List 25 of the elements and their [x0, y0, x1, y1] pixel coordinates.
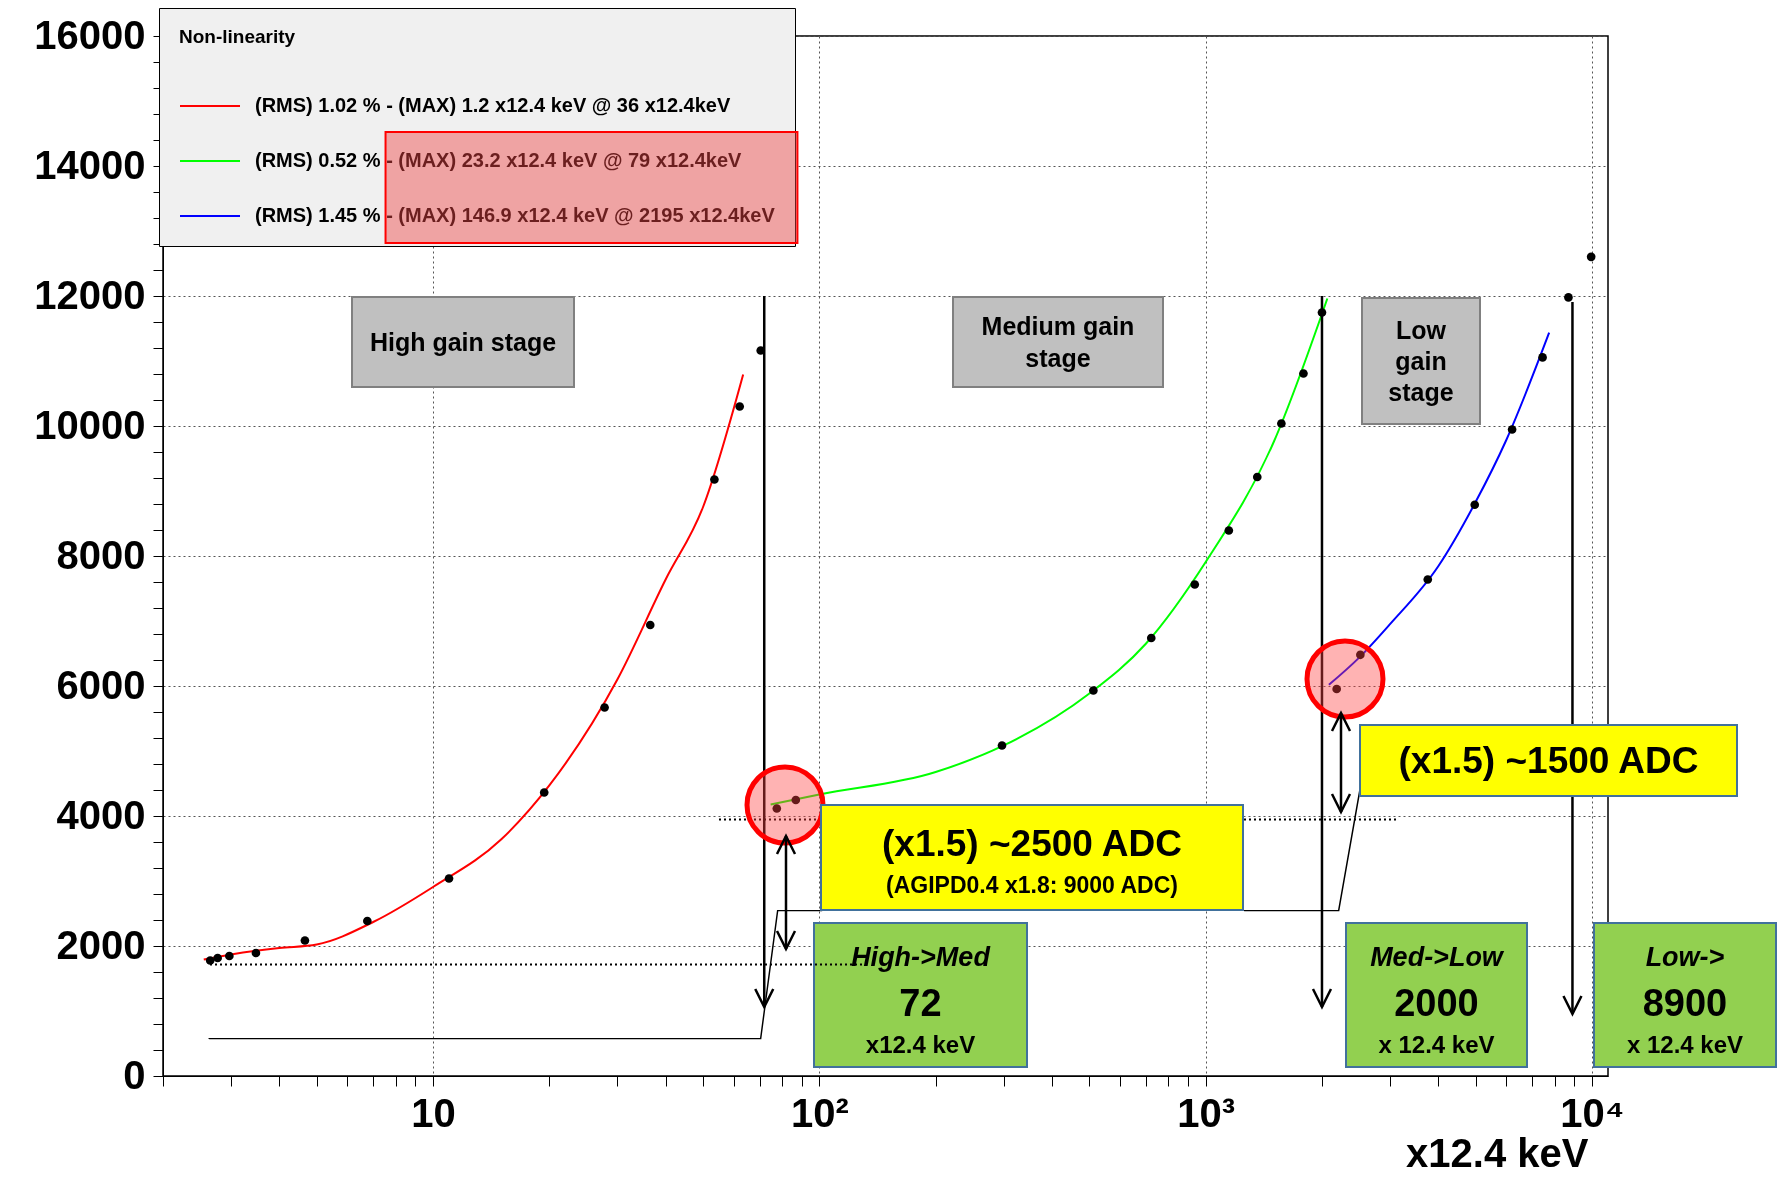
annotation: (AGIPD0.4 x1.8: 9000 ADC) — [886, 872, 1178, 898]
annotation: (x1.5) ~2500 ADC — [882, 822, 1182, 864]
annotation: (x1.5) ~1500 ADC — [1398, 740, 1699, 781]
ref-line-label: Med->Low 2000 x 12.4 keV — [1370, 942, 1505, 1058]
y-tick-label: 16000 — [34, 12, 146, 57]
y-tick-label: 12000 — [34, 272, 146, 317]
x-tick-label: 10 — [411, 1090, 456, 1135]
y-tick-label: 6000 — [56, 662, 146, 707]
y-tick-label: 4000 — [56, 792, 146, 837]
y-tick-label: 10000 — [34, 402, 146, 447]
y-tick-label: 0 — [123, 1052, 146, 1097]
annotation: High gain stage — [369, 328, 557, 356]
legend-label: (RMS) 0.52 % - (MAX) 23.2 x12.4 keV @ 79 x12.4keV — [255, 149, 743, 171]
annotation: Low gain stage — [1388, 315, 1454, 407]
ref-line-label: High->Med 72 x12.4 keV — [851, 942, 991, 1058]
legend-label: (RMS) 1.45 % - (MAX) 146.9 x12.4 keV @ 2195 x12.4keV — [255, 204, 776, 226]
legend-title: Non-linearity — [179, 26, 296, 47]
y-tick-label: 8000 — [56, 532, 146, 577]
y-tick-label: 2000 — [56, 922, 146, 967]
ref-line-label: Low-> 8900 x 12.4 keV — [1626, 942, 1744, 1058]
y-tick-label: 14000 — [34, 142, 146, 187]
x-tick-label: 10³ — [1177, 1090, 1236, 1135]
x-tick-label: 10² — [790, 1090, 849, 1135]
annotation: Medium gain stage — [981, 312, 1135, 372]
legend-label: (RMS) 1.02 % - (MAX) 1.2 x12.4 keV @ 36 x12.4keV — [255, 94, 731, 116]
